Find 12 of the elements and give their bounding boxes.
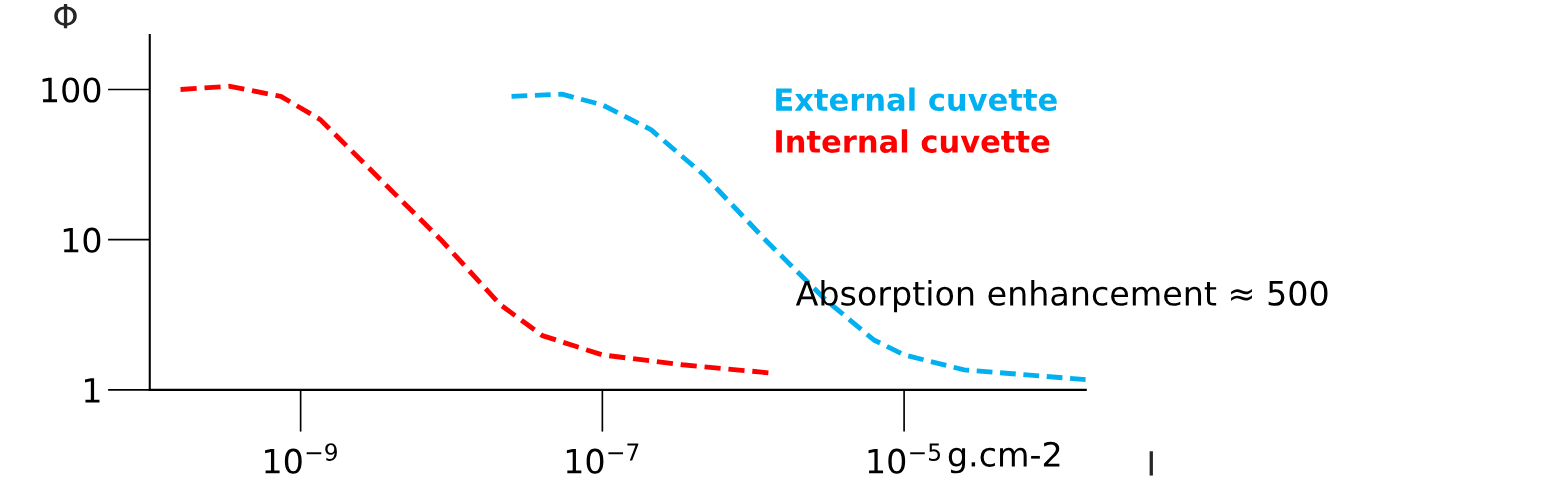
x-tick-label: 10$^{−5}$ <box>868 443 941 474</box>
text: External cuvette <box>776 87 1057 112</box>
y-tick-label: 10 <box>63 227 101 253</box>
annotation: Absorption enhancement ≈ 500 <box>795 280 1328 313</box>
text: Internal cuvette <box>776 129 1050 153</box>
x-axis-title: I <box>1149 451 1153 476</box>
x-tick-label: 10$^{−9}$ <box>265 443 337 474</box>
y-axis-title: Φ <box>54 3 77 29</box>
y-tick-label: 1 <box>84 378 100 403</box>
text: g.cm-2 <box>948 441 1060 474</box>
y-tick-label: 100 <box>42 77 101 103</box>
x-tick-label: 10$^{−7}$ <box>566 443 639 474</box>
